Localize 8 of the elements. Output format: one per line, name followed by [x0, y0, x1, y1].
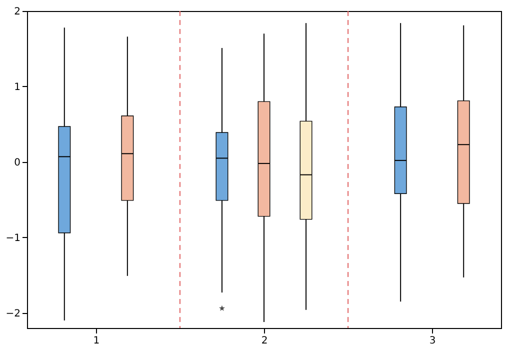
y-tick-label: 2: [14, 6, 20, 18]
y-tick-label: 1: [14, 82, 20, 93]
y-tick-label: −2: [6, 308, 20, 320]
y-tick-label: −1: [6, 232, 20, 244]
x-tick-label: 1: [93, 336, 100, 346]
y-tick-label: 0: [14, 157, 20, 168]
x-tick-label: 2: [261, 336, 268, 346]
x-tick-label: 3: [429, 336, 436, 346]
